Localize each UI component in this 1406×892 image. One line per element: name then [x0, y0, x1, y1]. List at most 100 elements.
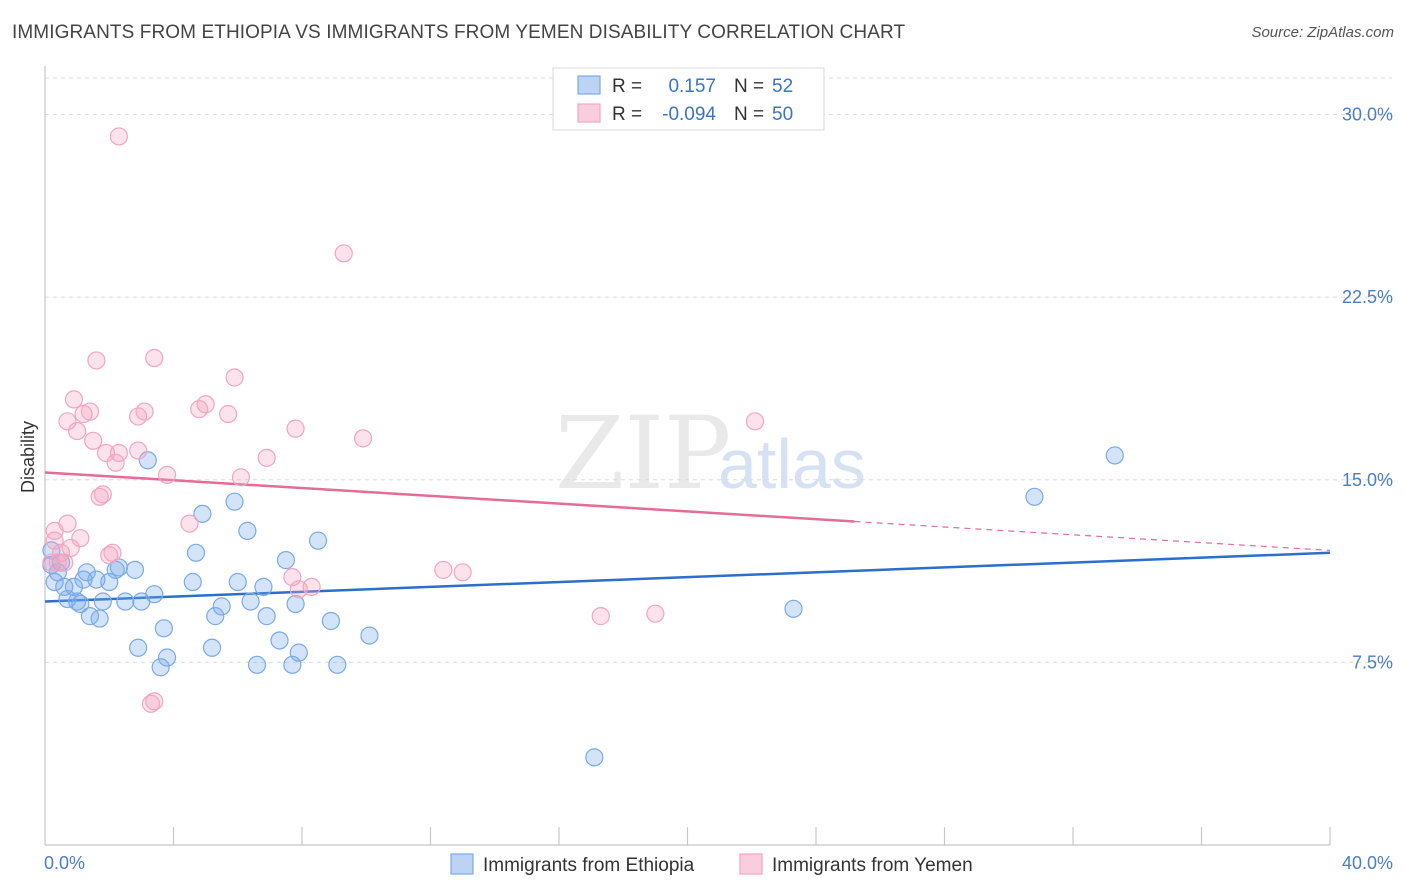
point-ethiopia — [138, 451, 157, 470]
bottom-legend-label-ethiopia: Immigrants from Ethiopia — [483, 855, 695, 876]
y-tick-label: 22.5% — [1342, 287, 1393, 307]
point-yemen — [90, 487, 109, 506]
legend-swatch-ethiopia — [577, 75, 601, 95]
y-tick-label: 15.0% — [1342, 470, 1393, 490]
point-ethiopia — [276, 551, 296, 570]
point-ethiopia — [225, 492, 244, 511]
legend-r-value-2: -0.094 — [662, 104, 716, 125]
point-ethiopia — [254, 577, 273, 596]
point-yemen — [84, 431, 103, 450]
point-ethiopia — [360, 626, 379, 645]
point-yemen — [106, 453, 125, 472]
point-ethiopia — [193, 504, 212, 523]
point-ethiopia — [45, 572, 64, 592]
point-ethiopia — [129, 638, 148, 657]
point-yemen — [145, 692, 164, 711]
legend-n-label-2: N = — [734, 104, 764, 125]
point-ethiopia — [157, 648, 177, 667]
point-yemen — [109, 127, 128, 146]
point-yemen — [145, 348, 164, 368]
axes: 7.5% 15.0% 22.5% 30.0% 0.0% 40.0% — [44, 66, 1393, 873]
chart-title: IMMIGRANTS FROM ETHIOPIA VS IMMIGRANTS F… — [12, 22, 906, 43]
point-yemen — [219, 404, 238, 424]
x-tick-label-max: 40.0% — [1342, 853, 1393, 873]
point-ethiopia — [116, 592, 135, 611]
legend-stats: R = 0.157 N = 52 R = -0.094 N = 50 — [552, 67, 825, 131]
point-ethiopia — [321, 611, 341, 631]
point-yemen — [42, 553, 61, 572]
point-yemen — [196, 395, 215, 414]
point-yemen — [334, 244, 353, 263]
legend-n-value-1: 52 — [772, 76, 793, 97]
point-ethiopia — [206, 607, 225, 626]
legend-series: Immigrants from Ethiopia Immigrants from… — [450, 853, 973, 876]
point-ethiopia — [93, 592, 112, 611]
point-yemen — [434, 560, 453, 579]
legend-n-value-2: 50 — [772, 104, 793, 125]
point-ethiopia — [1105, 446, 1124, 465]
point-ethiopia — [308, 531, 328, 550]
point-yemen — [93, 485, 112, 504]
trend-lines — [44, 471, 1331, 603]
point-yemen — [48, 553, 67, 572]
point-ethiopia — [247, 655, 267, 674]
y-tick-label: 30.0% — [1342, 105, 1393, 125]
trend-line-ethiopia — [44, 551, 1331, 603]
point-ethiopia — [328, 655, 347, 674]
point-yemen — [453, 563, 472, 582]
point-ethiopia — [270, 631, 289, 650]
point-ethiopia — [154, 619, 173, 638]
point-ethiopia — [238, 521, 257, 540]
point-yemen — [646, 604, 665, 623]
point-yemen — [225, 368, 244, 387]
point-yemen — [103, 543, 122, 562]
point-yemen — [745, 412, 765, 431]
point-ethiopia — [289, 643, 308, 662]
watermark: ZIP atlas — [555, 395, 866, 512]
point-ethiopia — [585, 748, 604, 767]
point-ethiopia — [68, 592, 87, 611]
point-yemen — [141, 694, 161, 713]
grid — [45, 77, 1392, 663]
legend-n-label-1: N = — [734, 76, 764, 97]
point-ethiopia — [90, 609, 109, 628]
point-ethiopia — [151, 658, 170, 677]
point-yemen — [109, 443, 128, 463]
point-yemen — [58, 412, 77, 431]
point-ethiopia — [212, 597, 231, 616]
point-ethiopia — [257, 607, 276, 626]
point-yemen — [129, 441, 148, 460]
point-yemen — [68, 421, 87, 441]
data-points — [42, 127, 1124, 767]
point-ethiopia — [183, 572, 202, 592]
point-ethiopia — [125, 560, 145, 579]
point-yemen — [135, 402, 154, 421]
bottom-legend-swatch-ethiopia — [450, 853, 474, 875]
point-ethiopia — [228, 572, 247, 592]
point-yemen — [286, 419, 305, 438]
point-yemen — [353, 429, 373, 448]
watermark-atlas: atlas — [718, 425, 866, 503]
point-ethiopia — [202, 638, 222, 657]
point-ethiopia — [64, 577, 84, 596]
point-ethiopia — [1025, 487, 1044, 506]
point-yemen — [100, 546, 119, 565]
x-tick-label-min: 0.0% — [44, 853, 85, 873]
legend-r-value-1: 0.157 — [668, 76, 716, 97]
y-axis-title: Disability — [18, 421, 38, 493]
bottom-legend-swatch-yemen — [739, 853, 763, 875]
point-yemen — [61, 538, 80, 558]
point-yemen — [591, 607, 610, 626]
legend-r-label-2: R = — [612, 104, 642, 125]
legend-r-label-1: R = — [612, 76, 642, 97]
point-yemen — [58, 514, 77, 533]
legend-swatch-yemen — [577, 103, 601, 123]
trend-line-yemen — [44, 471, 855, 523]
point-ethiopia — [784, 599, 803, 618]
y-tick-label: 7.5% — [1352, 652, 1393, 672]
point-ethiopia — [241, 592, 260, 611]
point-yemen — [87, 351, 106, 370]
point-yemen — [96, 443, 116, 463]
chart-source: Source: ZipAtlas.com — [1251, 24, 1394, 41]
